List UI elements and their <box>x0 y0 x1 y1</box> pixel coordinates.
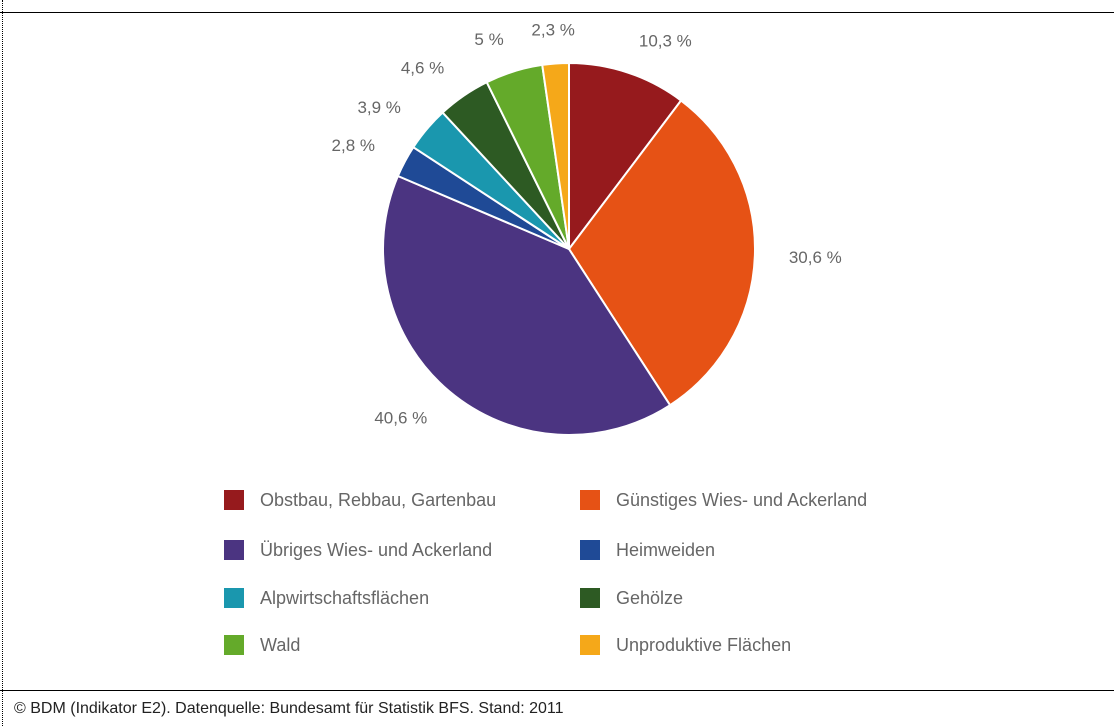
legend-item-gehoelze: Gehölze <box>580 584 683 612</box>
legend-swatch <box>580 540 600 560</box>
legend-label: Alpwirtschaftsflächen <box>260 587 430 608</box>
pie-slice-label: 30,6 % <box>789 248 842 267</box>
pie-slices <box>382 61 756 436</box>
legend-swatch <box>580 588 600 608</box>
legend-swatch <box>224 635 244 655</box>
legend-item-obstbau: Obstbau, Rebbau, Gartenbau <box>224 486 496 514</box>
legend-label: Heimweiden <box>616 539 716 560</box>
legend-item-uebriges-wiesland: Übriges Wies- und Ackerland <box>224 536 492 564</box>
pie-slice-label: 3,9 % <box>357 98 400 117</box>
pie-slice-label: 40,6 % <box>374 408 427 427</box>
legend-label: Wald <box>260 634 301 655</box>
pie-chart: 10,3 % 30,6 % 40,6 % 2,8 % 3,9 % 4,6 % 5 % 2,3 … <box>332 21 842 436</box>
legend-label: Günstiges Wies- und Ackerland <box>616 489 868 510</box>
legend-label: Obstbau, Rebbau, Gartenbau <box>260 489 497 510</box>
footer-divider <box>0 690 1114 691</box>
legend-label: Übriges Wies- und Ackerland <box>260 539 493 560</box>
legend-swatch <box>580 635 600 655</box>
legend-item-unproduktive-flaechen: Unproduktive Flächen <box>580 631 791 659</box>
pie-slice <box>567 99 756 407</box>
legend-item-wald: Wald <box>224 631 300 659</box>
pie-slice-label: 4,6 % <box>401 59 444 78</box>
frame-left-border <box>2 0 3 726</box>
legend-swatch <box>224 490 244 510</box>
pie-slice <box>568 61 683 252</box>
legend-swatch <box>224 540 244 560</box>
legend-label: Gehölze <box>616 587 684 608</box>
pie-slice-label: 2,8 % <box>332 136 375 155</box>
legend-label: Unproduktive Flächen <box>616 634 792 655</box>
pie-slice <box>541 61 570 250</box>
legend-item-alpwirtschaftsflaechen: Alpwirtschaftsflächen <box>224 584 429 612</box>
pie-slice-label: 10,3 % <box>639 31 692 50</box>
pie-slice <box>382 174 672 436</box>
pie-slice-label: 2,3 % <box>531 21 574 40</box>
copyright-footer: © BDM (Indikator E2). Datenquelle: Bunde… <box>14 700 564 717</box>
pie-slice-label: 5 % <box>474 30 503 49</box>
frame-top-border <box>0 12 1114 13</box>
legend-item-guenstiges-wiesland: Günstiges Wies- und Ackerland <box>580 486 867 514</box>
legend-swatch <box>224 588 244 608</box>
legend-swatch <box>580 490 600 510</box>
legend-item-heimweiden: Heimweiden <box>580 536 715 564</box>
pie-labels: 10,3 % 30,6 % 40,6 % 2,8 % 3,9 % 4,6 % 5 % 2,3 … <box>332 21 842 428</box>
